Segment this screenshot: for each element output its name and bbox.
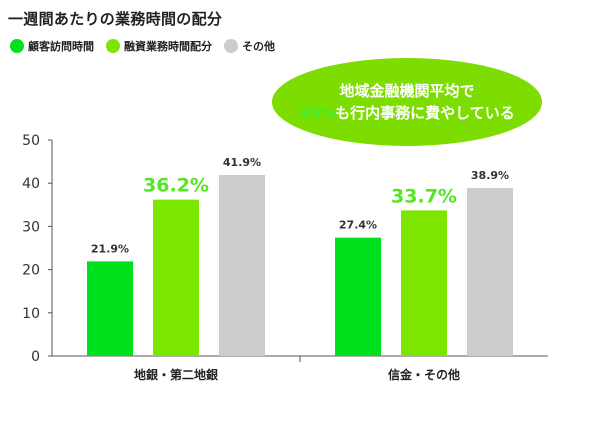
y-tick-label: 50 [22, 133, 40, 149]
callout-line-2-text: も行内事務に費やしている [335, 104, 515, 122]
callout-line-2: 35%も行内事務に費やしている [299, 102, 514, 124]
legend-item-customer-visit: 顧客訪問時間 [10, 38, 94, 54]
legend-swatch-loan-work [106, 39, 120, 53]
legend-label-customer-visit: 顧客訪問時間 [28, 40, 94, 53]
x-category-label: 信金・その他 [388, 367, 460, 382]
chart-title: 一週間あたりの業務時間の配分 [8, 10, 223, 28]
bar [153, 199, 199, 356]
callout-line-1: 地域金融機関平均で [339, 82, 475, 100]
x-category-label: 地銀・第二地銀 [134, 367, 218, 382]
callout-highlight: 35% [299, 104, 336, 122]
legend-item-loan-work: 融資業務時間配分 [106, 38, 212, 54]
bar [467, 187, 513, 356]
legend-item-other: その他 [224, 38, 275, 54]
y-tick-label: 10 [22, 306, 40, 322]
data-label: 38.9% [471, 169, 509, 182]
bar [87, 261, 133, 356]
legend-swatch-customer-visit [10, 39, 24, 53]
bar [401, 210, 447, 356]
data-label: 33.7% [391, 185, 457, 207]
bar [335, 237, 381, 356]
callout-bubble: 地域金融機関平均で 35%も行内事務に費やしている [272, 58, 542, 146]
legend-label-other: その他 [242, 40, 275, 53]
y-tick-label: 30 [22, 219, 40, 235]
data-label: 27.4% [339, 219, 377, 232]
data-label: 41.9% [223, 156, 261, 169]
data-label: 21.9% [91, 242, 129, 255]
y-tick-label: 20 [22, 263, 40, 279]
legend-swatch-other [224, 39, 238, 53]
y-tick-label: 40 [22, 176, 40, 192]
bar [219, 174, 265, 356]
y-tick-label: 0 [31, 349, 40, 365]
data-label: 36.2% [143, 175, 209, 197]
legend-label-loan-work: 融資業務時間配分 [124, 40, 212, 53]
legend: 顧客訪問時間 融資業務時間配分 その他 [10, 38, 287, 54]
